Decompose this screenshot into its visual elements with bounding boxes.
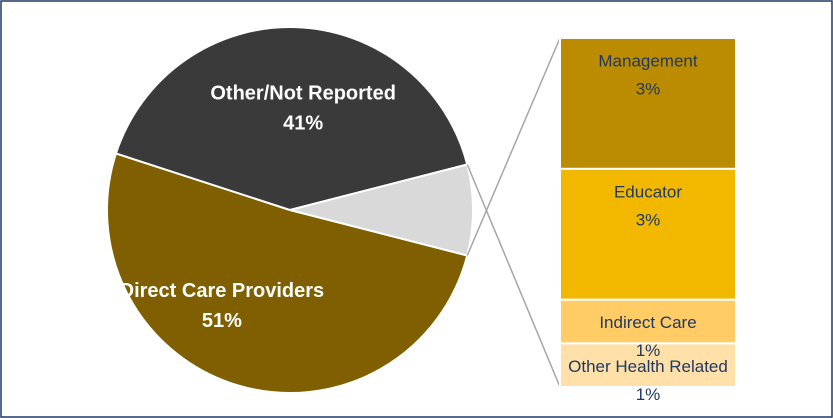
bar-segment (559, 342, 737, 388)
segment-value: 1% (636, 341, 661, 360)
segment-label: Other Health Related (568, 357, 728, 376)
pie-slice (114, 26, 469, 212)
slice-value: 51% (202, 310, 242, 332)
slice-value: 41% (283, 113, 323, 135)
connector (466, 164, 561, 388)
segment-value: 3% (636, 79, 661, 98)
segment-label: Management (598, 51, 698, 70)
segment-label: Educator (614, 182, 682, 201)
segment-value: 1% (636, 385, 661, 404)
connector (466, 37, 561, 256)
segment-label: Indirect Care (599, 313, 696, 332)
slice-label: Direct Care Providers (120, 280, 325, 302)
segment-value: 3% (636, 210, 661, 229)
slice-label: Other/Not Reported (210, 83, 396, 105)
pie-slice (106, 152, 469, 394)
